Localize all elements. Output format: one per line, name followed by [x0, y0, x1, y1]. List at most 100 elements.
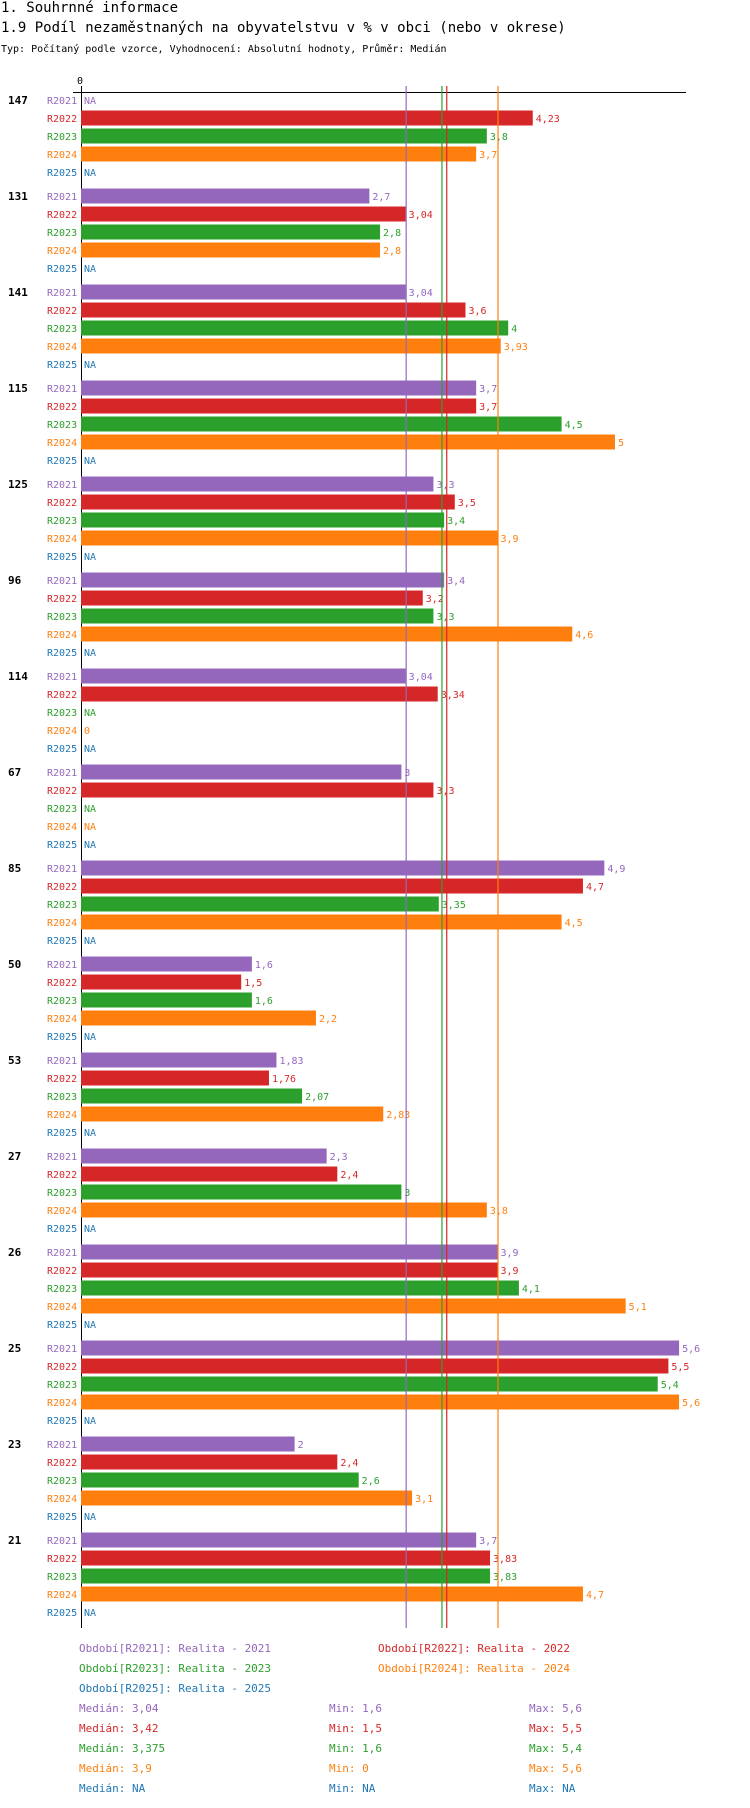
data-label: 5 [618, 438, 624, 449]
series-label: R2025 [47, 1608, 77, 1619]
data-label: 2,8 [383, 246, 401, 257]
chart-subtitle: Typ: Počítaný podle vzorce, Vyhodnocení:… [1, 44, 447, 55]
data-label: 5,6 [682, 1344, 700, 1355]
bar [81, 1166, 338, 1182]
bar [81, 572, 445, 588]
series-label: R2023 [47, 996, 77, 1007]
series-label: R2025 [47, 456, 77, 467]
series-label: R2022 [47, 1266, 77, 1277]
data-label: NA [84, 804, 96, 815]
group-label: 67 [8, 766, 21, 779]
data-label: 4,5 [565, 420, 583, 431]
data-label: NA [84, 708, 96, 719]
group-label: 23 [8, 1438, 21, 1451]
bar [81, 1262, 498, 1278]
bar [81, 398, 477, 414]
bar [81, 1394, 680, 1410]
legend-item: Období[R2022]: Realita - 2022 [378, 1642, 571, 1655]
data-label: 3,04 [409, 210, 433, 221]
series-label: R2021 [47, 384, 77, 395]
data-label: 3,9 [501, 1248, 519, 1259]
legend-item: Období[R2023]: Realita - 2023 [79, 1662, 272, 1675]
group-label: 125 [8, 478, 28, 491]
bar [81, 878, 583, 894]
bar [81, 476, 434, 492]
bar [81, 512, 445, 528]
series-label: R2025 [47, 168, 77, 179]
series-label: R2022 [47, 594, 77, 605]
series-label: R2021 [47, 1344, 77, 1355]
series-label: R2021 [47, 768, 77, 779]
group-label: 114 [8, 670, 28, 683]
data-label: 1,83 [279, 1056, 303, 1067]
series-label: R2023 [47, 324, 77, 335]
series-label: R2023 [47, 1572, 77, 1583]
data-label: 3,5 [458, 498, 476, 509]
stat-median: Medián: NA [79, 1782, 146, 1795]
stat-max: Max: NA [529, 1782, 576, 1795]
series-label: R2023 [47, 228, 77, 239]
series-label: R2025 [47, 936, 77, 947]
data-label: 5,1 [629, 1302, 647, 1313]
legend-and-stats: Období[R2021]: Realita - 2021 Období[R202… [0, 1640, 750, 1808]
group-label: 131 [8, 190, 28, 203]
series-label: R2024 [47, 1494, 77, 1505]
bar [81, 764, 402, 780]
bar [81, 782, 434, 798]
data-label: NA [84, 1032, 96, 1043]
series-label: R2021 [47, 864, 77, 875]
bar [81, 914, 562, 930]
stat-max: Max: 5,6 [529, 1762, 582, 1775]
data-label: NA [84, 168, 96, 179]
bar [81, 992, 252, 1008]
series-label: R2025 [47, 360, 77, 371]
data-label: 3,7 [479, 150, 497, 161]
series-label: R2024 [47, 918, 77, 929]
bar [81, 1106, 384, 1122]
series-label: R2025 [47, 840, 77, 851]
data-label: 3,1 [415, 1494, 433, 1505]
bar [81, 110, 533, 126]
section-title: 1. Souhrnné informace [1, 0, 179, 16]
series-label: R2023 [47, 420, 77, 431]
series-label: R2021 [47, 288, 77, 299]
series-label: R2022 [47, 1074, 77, 1085]
stat-min: Min: 1,6 [329, 1702, 382, 1715]
data-label: 3,3 [436, 480, 454, 491]
bar [81, 626, 573, 642]
series-label: R2023 [47, 1188, 77, 1199]
series-label: R2021 [47, 192, 77, 203]
group-label: 115 [8, 382, 28, 395]
data-label: 3,93 [504, 342, 528, 353]
data-label: 2,4 [340, 1170, 358, 1181]
bar [81, 416, 562, 432]
series-label: R2024 [47, 246, 77, 257]
bar [81, 380, 477, 396]
data-label: 3,8 [490, 132, 508, 143]
series-label: R2024 [47, 1206, 77, 1217]
data-label: 0 [84, 726, 90, 737]
data-label: NA [84, 264, 96, 275]
legend-item: Období[R2025]: Realita - 2025 [79, 1682, 272, 1695]
bar [81, 206, 406, 222]
series-label: R2025 [47, 744, 77, 755]
series-label: R2024 [47, 1398, 77, 1409]
data-label: NA [84, 456, 96, 467]
bar [81, 1568, 491, 1584]
series-label: R2021 [47, 1152, 77, 1163]
bar [81, 1490, 413, 1506]
series-label: R2023 [47, 708, 77, 719]
series-label: R2024 [47, 150, 77, 161]
data-label: 3,6 [468, 306, 486, 317]
data-label: NA [84, 1512, 96, 1523]
group-label: 85 [8, 862, 21, 875]
data-label: 4,6 [575, 630, 593, 641]
series-label: R2023 [47, 1284, 77, 1295]
data-label: 3,9 [501, 534, 519, 545]
data-label: 3,7 [479, 402, 497, 413]
series-label: R2022 [47, 786, 77, 797]
series-label: R2025 [47, 1512, 77, 1523]
group-label: 50 [8, 958, 21, 971]
data-label: NA [84, 648, 96, 659]
data-label: NA [84, 1608, 96, 1619]
